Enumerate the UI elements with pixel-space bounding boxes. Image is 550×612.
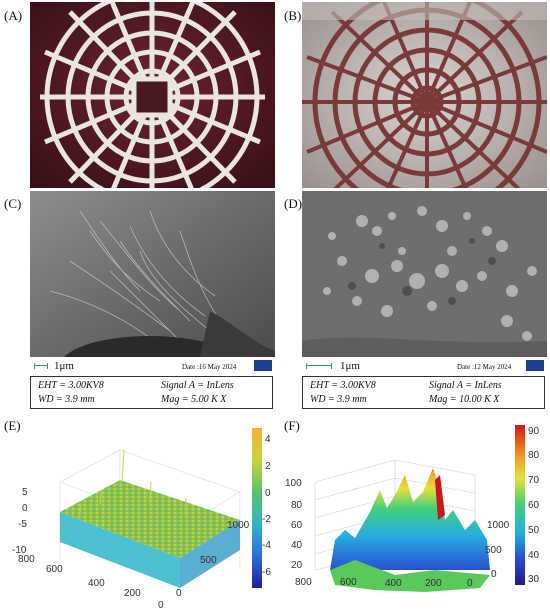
z-tick-e: -5 bbox=[18, 519, 27, 530]
colorbar-tick-f: 80 bbox=[528, 450, 540, 461]
panel-b-label: (B) bbox=[284, 8, 302, 23]
z-tick-e: -10 bbox=[12, 545, 27, 556]
x-tick-f: 800 bbox=[295, 577, 312, 588]
colorbar-tick-f: 60 bbox=[528, 500, 540, 511]
panel-a-label: (A) bbox=[4, 8, 23, 23]
colorbar-tick-f: 50 bbox=[528, 525, 540, 536]
z-tick-f: 100 bbox=[285, 478, 302, 489]
y-tick-f: 0 bbox=[491, 569, 497, 580]
signal-label-d: Signal A = InLens bbox=[429, 380, 502, 391]
x-tick-e: 600 bbox=[46, 564, 63, 575]
eht-label-c: EHT = 3.00KV8 bbox=[38, 380, 104, 391]
sem-image-d bbox=[302, 191, 547, 357]
date-label-d: Date :12 May 2024 bbox=[457, 363, 512, 371]
scaffold-photo-coated bbox=[302, 2, 547, 188]
wd-label-c: WD = 3.9 mm bbox=[38, 394, 95, 405]
colorbar-e bbox=[252, 428, 262, 588]
scale-label-c: 1μm bbox=[54, 360, 74, 372]
scaffold-photo-white bbox=[30, 2, 275, 188]
colorbar-tick-e: -6 bbox=[262, 567, 271, 578]
date-label-c: Date :16 May 2024 bbox=[182, 363, 237, 371]
y-tick-e: 0 bbox=[176, 588, 182, 599]
signal-label-c: Signal A = InLens bbox=[161, 380, 234, 391]
x-tick-e: 800 bbox=[18, 554, 35, 565]
panel-d-label: (D) bbox=[284, 196, 303, 211]
scale-bar-d bbox=[306, 363, 332, 369]
scale-label-d: 1μm bbox=[340, 360, 360, 372]
panel-f-label: (F) bbox=[284, 418, 300, 433]
wd-label-d: WD = 3.9 mm bbox=[310, 394, 367, 405]
x-tick-e: 0 bbox=[158, 600, 164, 610]
z-tick-f: 40 bbox=[291, 540, 303, 551]
z-tick-e: 0 bbox=[22, 503, 28, 514]
y-tick-e: 1000 bbox=[227, 520, 250, 531]
sem-footer-c: 1μm Date :16 May 2024 bbox=[30, 357, 275, 375]
z-tick-f: 60 bbox=[291, 520, 303, 531]
x-tick-f: 200 bbox=[425, 578, 442, 589]
sem-footer-d: 1μm Date :12 May 2024 bbox=[302, 357, 547, 375]
x-tick-f: 600 bbox=[340, 577, 357, 588]
sem-info-box-c: EHT = 3.00KV8 Signal A = InLens WD = 3.9… bbox=[30, 376, 273, 409]
x-tick-f: 400 bbox=[385, 578, 402, 589]
colorbar-f bbox=[515, 425, 525, 585]
colorbar-tick-e: -2 bbox=[262, 514, 271, 525]
panel-e-label: (E) bbox=[4, 418, 21, 433]
x-tick-e: 200 bbox=[124, 588, 141, 599]
sem-image-c bbox=[30, 191, 275, 357]
zeiss-logo-icon bbox=[254, 360, 272, 371]
z-tick-f: 80 bbox=[291, 500, 303, 511]
colorbar-tick-f: 70 bbox=[528, 475, 540, 486]
colorbar-tick-f: 90 bbox=[528, 426, 540, 437]
eht-label-d: EHT = 3.00KV8 bbox=[310, 380, 376, 391]
surface-plot-e: 5 0 -5 -10 800 600 400 200 0 1000 500 0 … bbox=[0, 420, 275, 610]
z-tick-e: 5 bbox=[22, 487, 28, 498]
colorbar-tick-f: 40 bbox=[528, 550, 540, 561]
zeiss-logo-icon bbox=[526, 360, 544, 371]
surface-plot-f: 100 80 60 40 20 800 600 400 200 0 1000 5… bbox=[275, 420, 550, 610]
x-tick-f: 0 bbox=[467, 578, 473, 589]
scale-bar-c bbox=[34, 363, 48, 369]
y-tick-f: 500 bbox=[485, 545, 502, 556]
z-tick-f: 20 bbox=[291, 560, 303, 571]
colorbar-tick-e: -4 bbox=[262, 540, 271, 551]
colorbar-tick-f: 30 bbox=[528, 574, 540, 585]
x-tick-e: 400 bbox=[88, 578, 105, 589]
colorbar-tick-e: 0 bbox=[265, 488, 271, 499]
colorbar-tick-e: 4 bbox=[265, 434, 271, 445]
sem-info-box-d: EHT = 3.00KV8 Signal A = InLens WD = 3.9… bbox=[302, 376, 545, 409]
y-tick-f: 1000 bbox=[487, 520, 510, 531]
panel-c-label: (C) bbox=[4, 196, 22, 211]
colorbar-tick-e: 2 bbox=[265, 461, 271, 472]
mag-label-d: Mag = 10.00 K X bbox=[429, 394, 500, 405]
mag-label-c: Mag = 5.00 K X bbox=[161, 394, 227, 405]
y-tick-e: 500 bbox=[200, 555, 217, 566]
